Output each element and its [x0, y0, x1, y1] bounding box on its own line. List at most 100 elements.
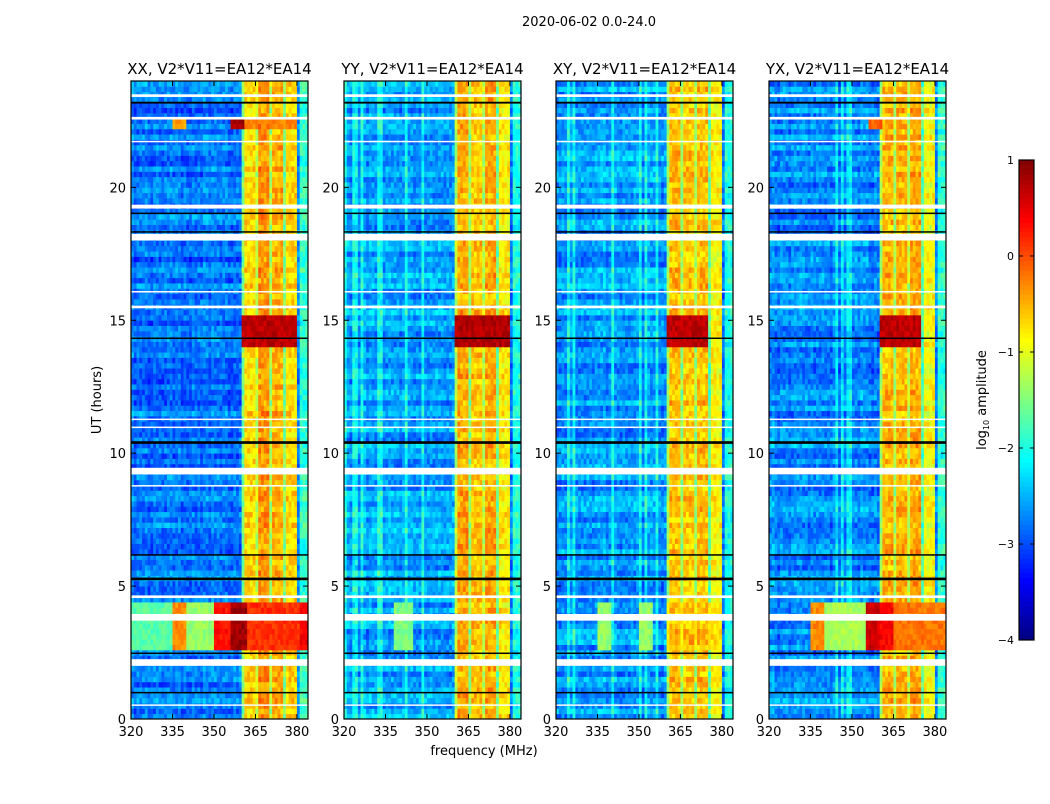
heatmap-cell: [296, 617, 301, 624]
heatmap-cell: [178, 346, 182, 353]
heatmap-cell: [222, 447, 226, 454]
heatmap-cell: [158, 453, 162, 459]
heatmap-cell: [266, 623, 270, 630]
heatmap-cell: [283, 639, 287, 645]
heatmap-cell: [169, 373, 173, 380]
heatmap-cell: [283, 325, 287, 332]
heatmap-cell: [283, 591, 287, 598]
heatmap-cell: [153, 352, 157, 358]
heatmap-cell: [285, 453, 290, 459]
heatmap-cell: [142, 697, 146, 704]
heatmap-cell: [172, 543, 176, 550]
heatmap-cell: [238, 671, 243, 677]
heatmap-cell: [285, 623, 290, 630]
heatmap-cell: [241, 671, 245, 677]
heatmap-cell: [305, 490, 309, 497]
heatmap-cell: [258, 564, 262, 571]
heatmap-cell: [178, 671, 182, 677]
heatmap-cell: [172, 453, 176, 459]
heatmap-cell: [211, 570, 215, 576]
heatmap-cell: [197, 314, 201, 321]
heatmap-cell: [244, 357, 248, 364]
heatmap-cell: [133, 447, 137, 454]
heatmap-cell: [230, 671, 234, 677]
heatmap-cell: [263, 458, 267, 465]
heatmap-cell: [211, 384, 215, 390]
heatmap-cell: [191, 394, 196, 401]
heatmap-cell: [258, 362, 262, 369]
heatmap-cell: [139, 516, 143, 523]
heatmap-cell: [244, 325, 248, 332]
heatmap-cell: [172, 463, 176, 470]
heatmap-cell: [153, 378, 157, 385]
heatmap-cell: [213, 442, 218, 449]
heatmap-cell: [277, 501, 281, 507]
heatmap-cell: [183, 357, 187, 364]
heatmap-cell: [244, 511, 248, 518]
heatmap-cell: [186, 564, 190, 571]
heatmap-cell: [183, 320, 187, 326]
heatmap-cell: [136, 644, 140, 651]
heatmap-cell: [244, 602, 248, 608]
heatmap-cell: [236, 320, 240, 326]
heatmap-cell: [302, 362, 306, 369]
heatmap-cell: [302, 522, 306, 528]
heatmap-cell: [147, 548, 151, 555]
heatmap-cell: [272, 389, 276, 396]
heatmap-cell: [244, 485, 248, 491]
heatmap-cell: [249, 538, 254, 544]
heatmap-cell: [175, 687, 179, 693]
heatmap-cell: [296, 703, 301, 709]
heatmap-cell: [274, 431, 278, 438]
heatmap-cell: [133, 336, 137, 342]
heatmap-cell: [260, 559, 265, 566]
heatmap-cell: [131, 633, 135, 640]
heatmap-cell: [161, 564, 165, 571]
heatmap-cell: [280, 501, 284, 507]
heatmap-cell: [230, 463, 234, 470]
heatmap-cell: [172, 532, 176, 539]
heatmap-cell: [189, 442, 193, 449]
heatmap-cell: [186, 437, 190, 443]
heatmap-cell: [288, 336, 292, 342]
heatmap-cell: [249, 330, 254, 337]
heatmap-cell: [194, 368, 198, 374]
heatmap-cell: [213, 692, 218, 699]
heatmap-cell: [147, 591, 151, 598]
heatmap-cell: [244, 378, 248, 385]
heatmap-cell: [183, 485, 187, 491]
heatmap-cell: [252, 362, 256, 369]
heatmap-cell: [266, 591, 270, 598]
heatmap-cell: [266, 676, 270, 683]
heatmap-cell: [180, 511, 184, 518]
heatmap-cell: [164, 309, 168, 316]
heatmap-cell: [194, 692, 198, 699]
heatmap-cell: [219, 506, 223, 513]
heatmap-cell: [219, 437, 223, 443]
heatmap-cell: [280, 543, 284, 550]
heatmap-cell: [183, 591, 187, 598]
heatmap-cell: [169, 362, 173, 369]
heatmap-cell: [175, 378, 179, 385]
heatmap-cell: [180, 394, 184, 401]
heatmap-cell: [202, 447, 207, 454]
heatmap-cell: [283, 697, 287, 704]
heatmap-cell: [211, 623, 215, 630]
heatmap-cell: [172, 591, 176, 598]
heatmap-cell: [169, 336, 173, 342]
heatmap-cell: [200, 506, 204, 513]
heatmap-cell: [269, 389, 273, 396]
heatmap-cell: [269, 394, 273, 401]
heatmap-cell: [249, 495, 254, 502]
figure-title: 2020-06-02 0.0-24.0: [522, 15, 656, 30]
heatmap-cell: [249, 479, 254, 486]
heatmap-cell: [255, 586, 259, 592]
heatmap-cell: [227, 580, 231, 587]
heatmap-cell: [219, 463, 223, 470]
heatmap-cell: [249, 559, 254, 566]
heatmap-cell: [272, 532, 276, 539]
heatmap-cell: [305, 633, 309, 640]
heatmap-cell: [255, 352, 259, 358]
heatmap-cell: [305, 665, 309, 672]
heatmap-cell: [299, 532, 303, 539]
